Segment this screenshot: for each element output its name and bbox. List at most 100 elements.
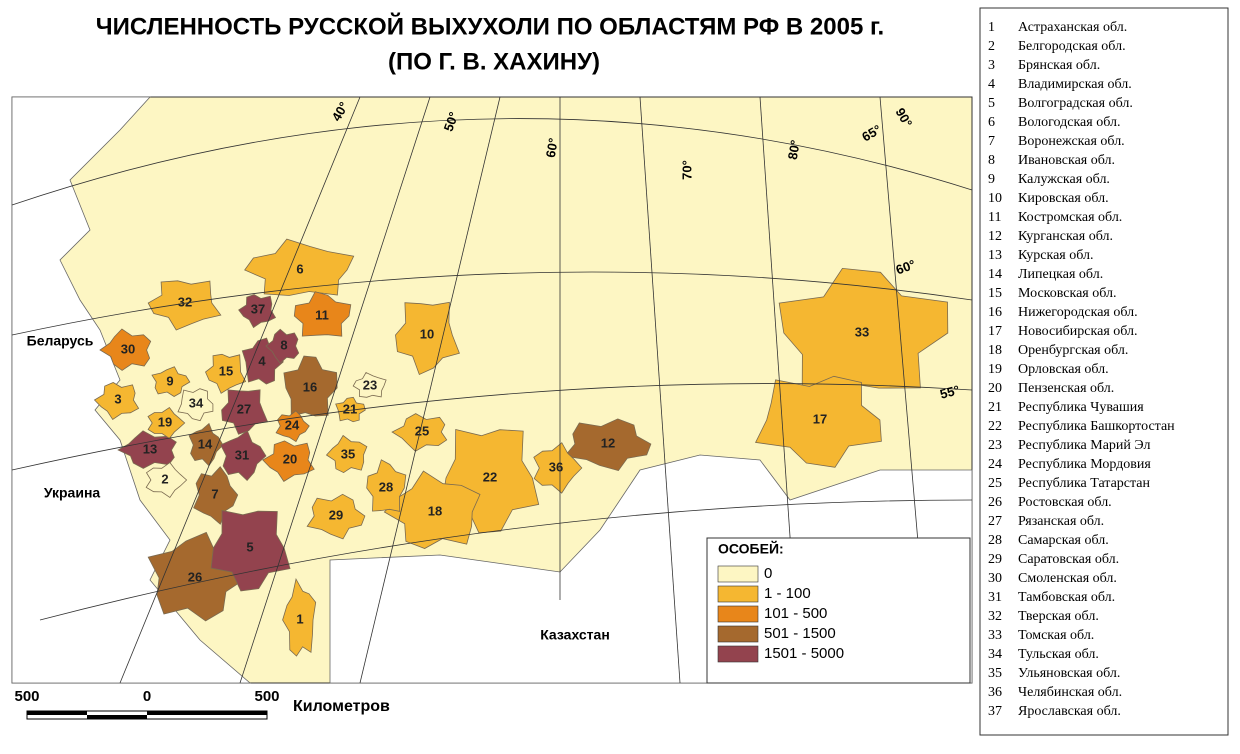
country-label: Беларусь	[27, 333, 94, 349]
list-number: 30	[988, 571, 1002, 586]
region	[147, 406, 186, 440]
region	[177, 388, 214, 422]
region-list: 1 Астраханская обл. 2 Белгородская обл. 3 Бря…	[979, 7, 1229, 736]
list-name: Астраханская обл.	[1018, 20, 1127, 35]
region-label: 9	[166, 373, 173, 388]
region	[306, 493, 366, 540]
list-name: Волгоградская обл.	[1018, 96, 1133, 111]
legend-swatch	[717, 565, 759, 583]
region-label: 33	[855, 324, 869, 339]
title-line-2: (ПО Г. В. ХАХИНУ)	[388, 48, 600, 75]
region-label: 4	[258, 353, 266, 368]
list-name: Московская обл.	[1018, 286, 1117, 301]
list-number: 34	[988, 647, 1002, 662]
list-number: 17	[988, 324, 1002, 339]
region-label: 26	[188, 569, 202, 584]
region-label: 1	[296, 611, 303, 626]
region-label: 20	[283, 451, 297, 466]
scale-seg	[147, 711, 267, 715]
list-number: 26	[988, 495, 1002, 510]
region	[533, 442, 583, 494]
scale-seg	[87, 715, 147, 719]
list-number: 21	[988, 400, 1002, 415]
region-label: 24	[285, 417, 300, 432]
legend: ОСОБЕЙ: 0 1 - 100 101 - 500 501 - 1500 1501 …	[706, 537, 971, 684]
region-label: 17	[813, 411, 827, 426]
region	[238, 294, 277, 329]
list-name: Белгородская обл.	[1018, 39, 1126, 54]
region	[188, 422, 224, 467]
legend-label: 501 - 1500	[764, 625, 836, 642]
list-number: 20	[988, 381, 1002, 396]
list-number: 33	[988, 628, 1002, 643]
region	[93, 382, 140, 421]
region	[754, 375, 882, 468]
list-name: Костромская обл.	[1018, 210, 1122, 225]
graticule-label: 50°	[441, 110, 462, 134]
list-name: Воронежская обл.	[1018, 134, 1125, 149]
list-number: 19	[988, 362, 1002, 377]
list-name: Рязанская обл.	[1018, 514, 1104, 529]
list-name: Липецкая обл.	[1018, 267, 1103, 282]
region-label: 7	[211, 486, 218, 501]
region-label: 15	[219, 363, 233, 378]
region-label: 13	[143, 441, 157, 456]
list-number: 1	[988, 20, 995, 35]
list-name: Республика Башкортостан	[1018, 419, 1175, 434]
region-label: 36	[549, 459, 563, 474]
region-label: 31	[235, 447, 249, 462]
list-number: 37	[988, 704, 1002, 719]
region-label: 30	[121, 341, 135, 356]
list-name: Орловская обл.	[1018, 362, 1109, 377]
legend-swatch	[717, 585, 759, 603]
list-number: 3	[988, 58, 995, 73]
region-label: 25	[415, 423, 429, 438]
region-label: 34	[189, 395, 204, 410]
list-name: Республика Чувашия	[1018, 400, 1144, 415]
list-number: 25	[988, 476, 1002, 491]
region	[352, 371, 387, 398]
region	[283, 355, 338, 417]
region-label: 14	[198, 436, 213, 451]
region-label: 32	[178, 294, 192, 309]
list-number: 29	[988, 552, 1002, 567]
country-label: Украина	[44, 485, 101, 501]
list-name: Челябинская обл.	[1018, 685, 1122, 700]
list-name: Кировская обл.	[1018, 191, 1109, 206]
region	[147, 280, 222, 331]
region-label: 6	[296, 261, 303, 276]
region-label: 11	[315, 307, 329, 322]
region-label: 18	[428, 503, 442, 518]
list-name: Самарская обл.	[1018, 533, 1109, 548]
list-name: Ярославская обл.	[1018, 704, 1121, 719]
list-number: 27	[988, 514, 1002, 529]
legend-title: ОСОБЕЙ:	[718, 540, 784, 557]
region-label: 21	[343, 401, 357, 416]
graticule-label: 80°	[785, 139, 803, 161]
region	[117, 430, 177, 469]
graticule-label: 60°	[894, 257, 918, 278]
list-name: Курганская обл.	[1018, 229, 1113, 244]
list-number: 15	[988, 286, 1002, 301]
list-number: 14	[988, 267, 1002, 282]
list-number: 4	[988, 77, 995, 92]
region	[265, 328, 300, 364]
list-number: 18	[988, 343, 1002, 358]
region-label: 16	[303, 379, 317, 394]
legend-swatch	[717, 645, 759, 663]
region	[262, 440, 315, 482]
region-label: 12	[601, 435, 615, 450]
region-label: 5	[246, 539, 253, 554]
list-name: Брянская обл.	[1018, 58, 1100, 73]
graticule-label: 70°	[679, 160, 694, 180]
region-label: 28	[379, 479, 393, 494]
scale-label: 500	[254, 688, 279, 705]
list-name: Тверская обл.	[1018, 609, 1099, 624]
list-name: Оренбургская обл.	[1018, 343, 1128, 358]
list-number: 32	[988, 609, 1002, 624]
region	[205, 353, 247, 394]
region	[145, 462, 188, 499]
list-box	[979, 7, 1229, 736]
